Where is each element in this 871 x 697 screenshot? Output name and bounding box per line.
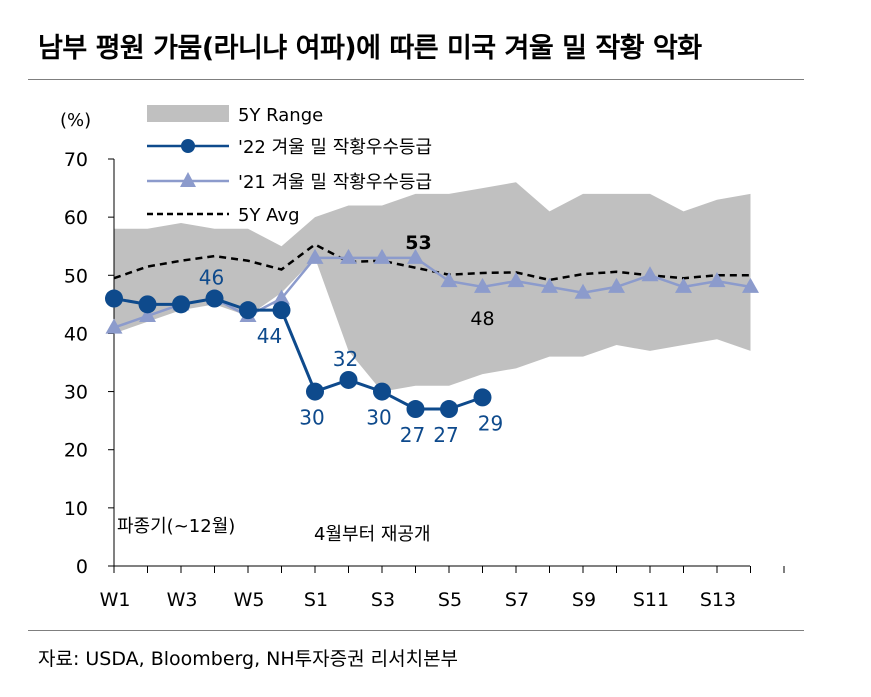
series-2021-marker-S4: [407, 248, 424, 264]
series-2021-marker-S1: [306, 248, 324, 264]
x-tick-label-S13: S13: [700, 589, 736, 611]
legend-label-2022: '22 겨울 밀 작황우수등급: [238, 137, 432, 158]
legend-label-2021: '21 겨울 밀 작황우수등급: [238, 172, 432, 193]
series-2021-marker-W2: [139, 306, 156, 322]
x-tick-label-W1: W1: [100, 589, 131, 611]
series-2021-marker-S3: [373, 248, 391, 264]
y-tick-label-20: 20: [64, 440, 88, 462]
series-2022-marker-W6: [272, 301, 291, 320]
y-tick-label-0: 0: [76, 556, 88, 578]
legend-swatch-range: [147, 105, 229, 122]
series-2022-marker-S6: [473, 388, 492, 407]
series-2022-marker-W1: [105, 289, 123, 308]
legend-marker-2021: [180, 172, 196, 187]
x-tick-label-S9: S9: [572, 589, 596, 611]
avg-line: [113, 242, 751, 282]
series-2022-marker-S1: [306, 382, 324, 401]
data-label-2022-S6: 29: [478, 411, 503, 435]
avg-series-layer: [113, 242, 751, 282]
series-2021-marker-S11: [641, 266, 659, 282]
x-tick-label-S7: S7: [505, 589, 529, 611]
y-axis-unit-label: (%): [60, 110, 91, 131]
series-2021-marker-S9: [574, 283, 592, 299]
legend-label-avg: 5Y Avg: [238, 205, 300, 226]
series-2021-marker-S10: [608, 277, 625, 293]
data-label-2022-W6: 44: [257, 324, 282, 348]
series-2021-marker-S12: [675, 277, 692, 293]
x-tick-label-S3: S3: [371, 589, 395, 611]
page-title: 남부 평원 가뭄(라니냐 여파)에 따른 미국 겨울 밀 작황 악화: [38, 33, 702, 64]
legend-marker-2022: [181, 139, 195, 153]
series-2021-marker-S13: [708, 272, 726, 288]
data-labels-layer: 46 44 30 32 30 27 27 29 53 48: [199, 232, 503, 447]
range-band-layer: [114, 182, 751, 392]
series-2021-marker-W6: [273, 289, 290, 305]
series-2021-marker-W1: [105, 318, 123, 334]
data-label-2022-S3: 30: [366, 406, 391, 430]
y-tick-label-60: 60: [64, 207, 88, 229]
series-2022-marker-S3: [373, 382, 391, 401]
range-band: [114, 182, 751, 392]
series-2021-marker-S5: [440, 272, 458, 288]
y-tick-label-50: 50: [64, 265, 88, 287]
y-tick-label-70: 70: [64, 149, 88, 171]
data-label-2021-S6: 48: [470, 308, 494, 330]
x-ticks-layer: W1 W3 W5 S1 S3 S5 S7 S9 S11 S13: [100, 566, 785, 611]
x-tick-label-S1: S1: [304, 589, 328, 611]
x-tick-label-W3: W3: [167, 589, 198, 611]
y-ticks-layer: 0 10 20 30 40 50 60 70: [64, 149, 114, 578]
x-tick-label-S5: S5: [438, 589, 462, 611]
y-tick-label-10: 10: [64, 498, 88, 520]
series-2021-marker-S2: [340, 248, 357, 264]
x-tick-label-W5: W5: [234, 589, 265, 611]
axes-layer: [113, 159, 750, 567]
legend: 5Y Range '22 겨울 밀 작황우수등급 '21 겨울 밀 작황우수등급…: [147, 105, 432, 226]
series-2021-marker-S14: [742, 277, 759, 293]
data-label-2022-W4: 46: [199, 266, 224, 290]
series-2022-marker-W2: [138, 295, 157, 314]
series-2022-marker-W3: [172, 295, 190, 314]
annotation-sowing: 파종기(~12월): [117, 516, 235, 537]
series-2022-marker-S4: [406, 400, 425, 419]
series-2022-marker-W4: [205, 289, 224, 308]
series-2022-marker-S5: [440, 400, 458, 419]
x-tick-label-S11: S11: [633, 589, 669, 611]
data-label-2022-S1: 30: [299, 406, 324, 430]
data-label-2022-S2: 32: [333, 347, 358, 371]
source-divider: [28, 630, 804, 631]
source-note: 자료: USDA, Bloomberg, NH투자증권 리서치본부: [38, 648, 459, 670]
series-2021-marker-S7: [507, 272, 525, 288]
data-label-2022-S5: 27: [433, 423, 458, 447]
y-tick-label-30: 30: [64, 382, 88, 404]
series-2021-marker-S6: [474, 277, 491, 293]
series-2021-marker-S8: [541, 277, 558, 293]
series-2022-marker-S2: [339, 370, 358, 389]
data-label-2022-S4: 27: [400, 423, 425, 447]
annotation-resume: 4월부터 재공개: [314, 524, 431, 545]
title-divider: [28, 79, 804, 80]
legend-label-range: 5Y Range: [238, 105, 323, 126]
y-tick-label-40: 40: [64, 323, 88, 345]
series-2022-marker-W5: [239, 301, 257, 320]
series-2022-layer: [105, 289, 492, 419]
data-label-2021-S4: 53: [405, 232, 431, 254]
